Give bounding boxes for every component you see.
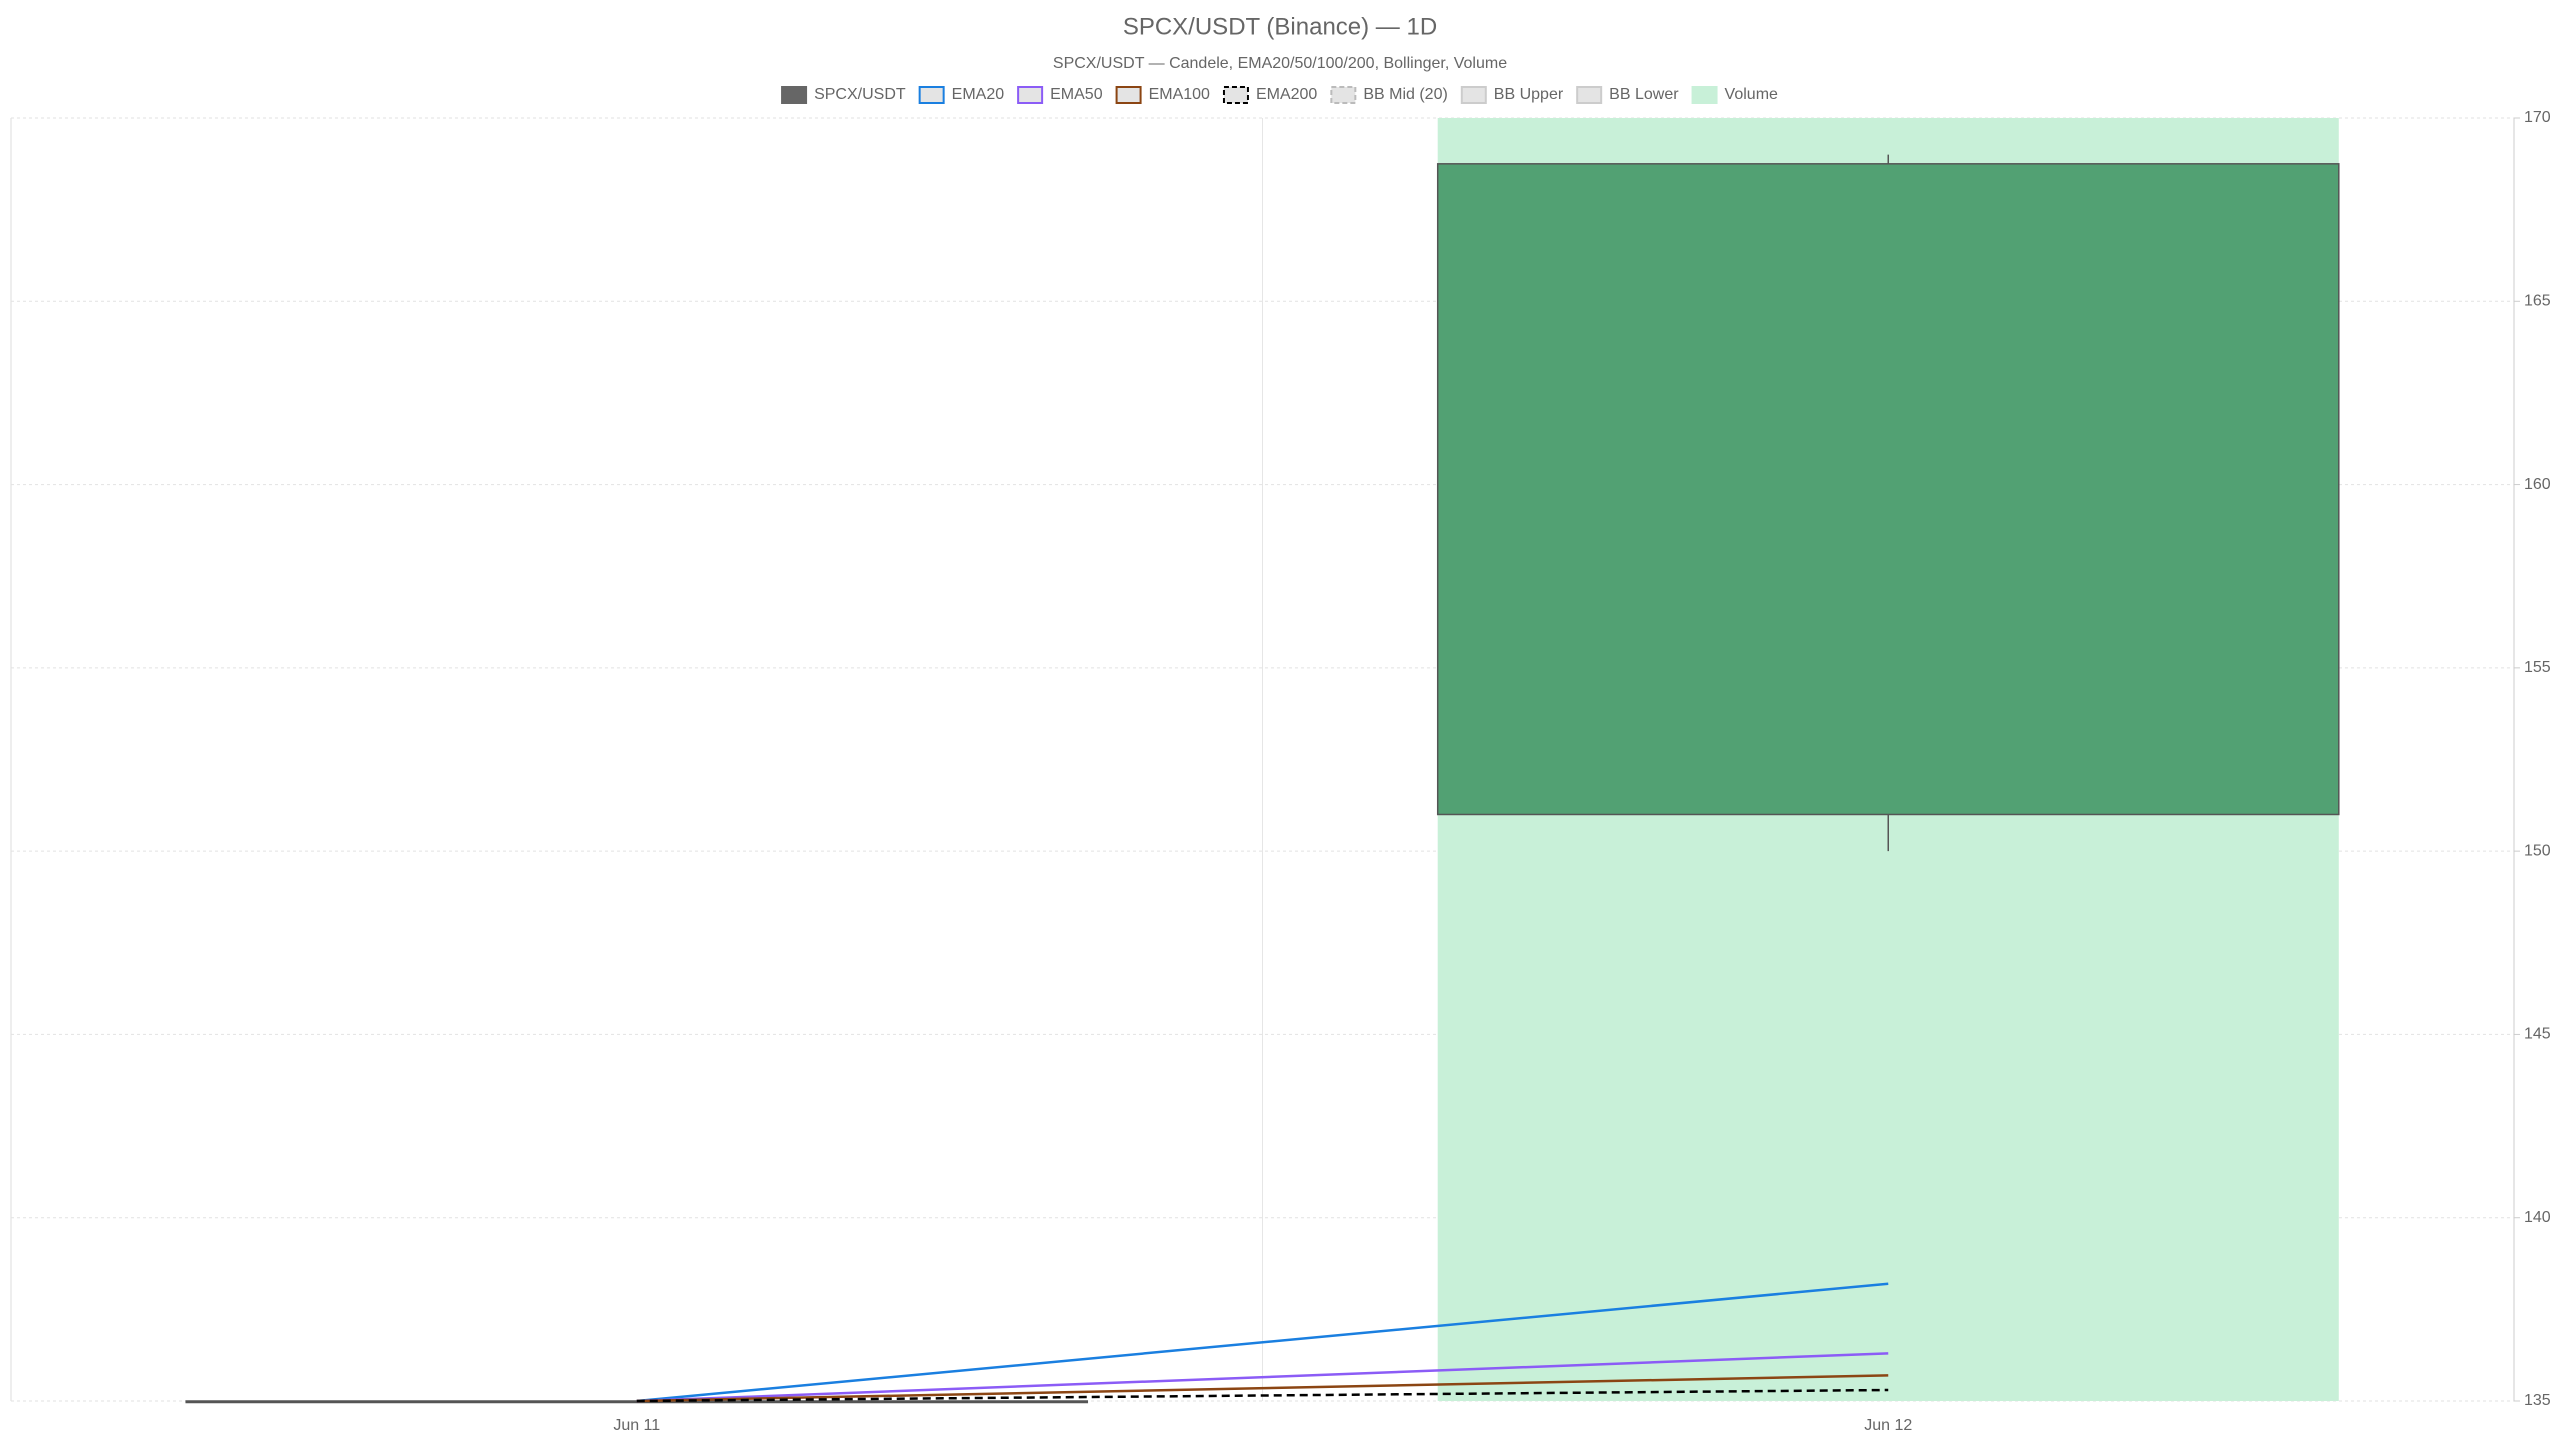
chart-title: SPCX/USDT (Binance) — 1D (1123, 13, 1437, 40)
legend-swatch (781, 86, 808, 104)
y-tick-label: 160 (2524, 476, 2551, 493)
y-tick-label: 170 (2524, 109, 2551, 126)
legend-label: BB Upper (1494, 86, 1564, 103)
legend: SPCX/USDT EMA20 EMA50 EMA100 EMA200 BB Mid (2… (781, 86, 1778, 104)
legend-label: EMA100 (1149, 86, 1210, 103)
legend-label: SPCX/USDT (814, 86, 906, 103)
candle-body (185, 1400, 1089, 1404)
legend-label: EMA20 (952, 86, 1005, 103)
y-tick-label: 135 (2524, 1392, 2551, 1409)
legend-label: Volume (1725, 86, 1778, 103)
legend-label: BB Lower (1609, 86, 1679, 103)
y-tick-label: 145 (2524, 1026, 2551, 1043)
y-tick-label: 155 (2524, 659, 2551, 676)
legend-swatch (1691, 86, 1718, 104)
legend-label: EMA200 (1256, 86, 1317, 103)
chart-subtitle: SPCX/USDT — Candele, EMA20/50/100/200, B… (1053, 55, 1507, 72)
legend-label: BB Mid (20) (1363, 86, 1447, 103)
ema-line (636, 1388, 1889, 1403)
y-tick-label: 165 (2524, 293, 2551, 310)
candle-body (1436, 163, 2340, 816)
ema-line (636, 1282, 1889, 1403)
legend-swatch (1017, 86, 1044, 104)
legend-swatch (1222, 86, 1249, 104)
legend-swatch (1576, 86, 1603, 104)
legend-label: EMA50 (1050, 86, 1103, 103)
y-tick-label: 140 (2524, 1209, 2551, 1226)
ema-line (636, 1374, 1889, 1403)
ema-line (636, 1352, 1889, 1403)
legend-swatch (1330, 86, 1357, 104)
legend-swatch (1460, 86, 1487, 104)
legend-swatch (1115, 86, 1142, 104)
x-tick-label: Jun 12 (1864, 1417, 1912, 1434)
legend-swatch (918, 86, 945, 104)
x-tick-label: Jun 11 (613, 1417, 660, 1434)
y-tick-label: 150 (2524, 842, 2551, 859)
